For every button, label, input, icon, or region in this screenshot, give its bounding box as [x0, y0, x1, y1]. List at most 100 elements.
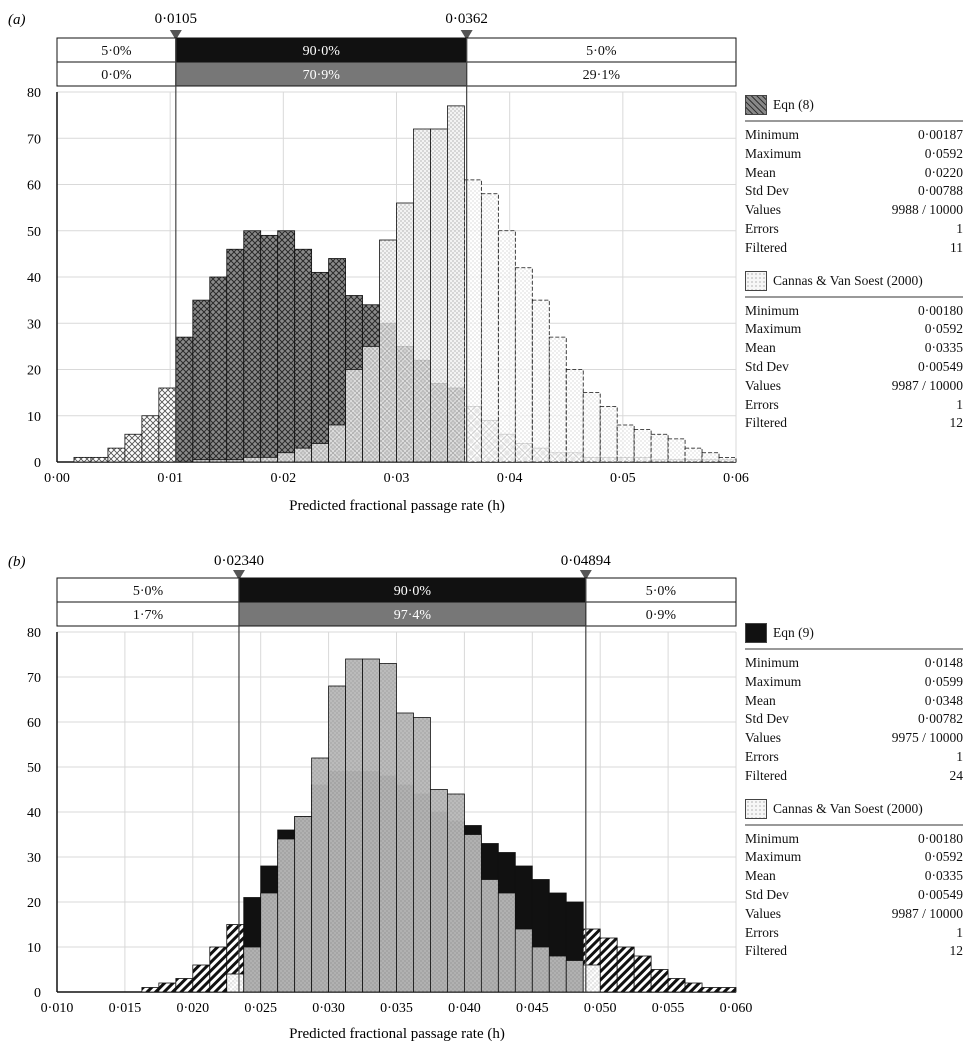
panel-a-stats-divider [745, 120, 963, 122]
panel-a-stat-value: 0·00180 [918, 302, 963, 318]
panel-b-legend-row: Eqn (9) [745, 620, 963, 646]
panel-a-stat-value: 9987 / 10000 [891, 377, 963, 393]
panel-a-stat-row: Values 9987 / 10000 [745, 377, 963, 396]
panel-b-y-tick-label: 40 [27, 806, 41, 821]
panel-b-stat-value: 0·00549 [918, 886, 963, 902]
panel-b-stat-row: Errors 1 [745, 748, 963, 767]
panel-a-x-tick-label: 0·00 [44, 471, 70, 486]
panel-a-bar-series2 [616, 424, 635, 463]
panel-b-bar-series2 [447, 793, 465, 993]
panel-a-marker-triangle [169, 30, 182, 40]
panel-a-y-tick-label: 80 [27, 86, 41, 101]
panel-a-legend-swatch [745, 95, 767, 115]
panel-a-stat-label: Errors [745, 220, 779, 236]
panel-b-stat-value: 9975 / 10000 [891, 730, 963, 746]
panel-b-bar-series1 [701, 987, 720, 993]
panel-a-stat-row: Errors 1 [745, 396, 963, 415]
panel-a-bar-series2 [311, 443, 330, 463]
panel-a-y-tick-label: 50 [27, 225, 41, 240]
panel-b-bar-series2 [582, 964, 601, 993]
panel-a-stat-value: 1 [956, 220, 963, 236]
panel-a-bar-series2 [650, 433, 669, 463]
panel-a-band-bottom-label: 29·1% [583, 68, 621, 83]
panel-a-bar-series1 [260, 234, 279, 463]
panel-a-stat-value: 1 [956, 396, 963, 412]
panel-b-stat-row: Mean 0·0348 [745, 692, 963, 711]
panel-b-bar-series2 [260, 892, 279, 993]
panel-b-stat-value: 1 [956, 924, 963, 940]
panel-a-stat-label: Minimum [745, 302, 800, 318]
panel-b-plot: 0·010 0·015 0·020 0·025 0·030 0·035 0·040 0·045… [27, 578, 752, 1016]
panel-a-bar-series1 [192, 299, 211, 463]
panel-a-y-tick-label: 30 [27, 317, 41, 332]
panel-a-stat-row: Maximum 0·0592 [745, 320, 963, 339]
panel-b-x-tick-label: 0·050 [584, 1001, 617, 1016]
panel-b-x-tick-label: 0·025 [244, 1001, 277, 1016]
panel-a-bar-series2 [277, 452, 296, 463]
panel-a: (a) 0·0105 0·0362 5·0% 0·0% 90·0% 70·9% 5·0% 29… [8, 11, 749, 514]
panel-b-legend-name: Cannas & Van Soest (2000) [773, 800, 923, 816]
panel-a-y-tick-label: 70 [27, 132, 41, 147]
panel-b-stat-label: Maximum [745, 849, 802, 865]
panel-b-y-tick-label: 20 [27, 896, 41, 911]
panel-b-bar-series2 [463, 834, 482, 993]
panel-a-stat-label: Mean [745, 340, 776, 356]
panel-a-bar-series2 [260, 456, 279, 463]
panel-a-band-top-label: 5·0% [586, 44, 617, 59]
panel-a-stat-row: Minimum 0·00180 [745, 302, 963, 321]
panel-a-band-top-label: 5·0% [101, 44, 132, 59]
panel-b-bar-series2 [345, 658, 363, 993]
panel-a-band-bottom-label: 70·9% [303, 68, 341, 83]
panel-b-band-top-label: 5·0% [133, 584, 164, 599]
panel-a-stat-value: 11 [950, 239, 963, 255]
panel-b-bar-series1 [718, 987, 737, 993]
panel-b-stat-row: Minimum 0·00180 [745, 830, 963, 849]
panel-a-bar-series2 [413, 128, 431, 463]
panel-a-bar-series2 [328, 424, 346, 463]
panel-a-bar-series2 [362, 345, 380, 463]
panel-b-x-tick-label: 0·030 [312, 1001, 345, 1016]
panel-b-band-bottom-cell [238, 601, 587, 627]
panel-b-x-tick-label: 0·045 [516, 1001, 549, 1016]
panel-a-stat-label: Mean [745, 164, 776, 180]
panel-a-x-tick-label: 0·05 [610, 471, 636, 486]
panel-a-bar-series1 [175, 336, 194, 463]
panel-a-y-tick-label: 60 [27, 179, 41, 194]
panel-b-stat-label: Mean [745, 692, 776, 708]
panel-b-bar-series2 [430, 789, 448, 993]
panel-b-stat-row: Filtered 24 [745, 767, 963, 786]
panel-b-band-top-label: 5·0% [646, 584, 677, 599]
panel-a-bar-series1 [124, 433, 143, 463]
panel-a-bar-series1 [226, 248, 245, 463]
panel-a-bar-series2 [565, 369, 584, 463]
panel-a-stat-label: Std Dev [745, 358, 789, 374]
panel-a-stat-value: 12 [949, 415, 964, 431]
panel-b-x-tick-label: 0·015 [109, 1001, 142, 1016]
panel-b-band-bottom-label: 1·7% [133, 608, 164, 623]
panel-a-bar-series2 [447, 105, 465, 463]
panel-a-bar-series1 [141, 415, 160, 463]
panel-b-bar-series1 [192, 964, 211, 993]
panel-b-bar-series2 [531, 946, 550, 993]
panel-a-y-tick-label: 20 [27, 364, 41, 379]
panel-b-stat-value: 0·0148 [924, 655, 963, 670]
panel-b: (b) 0·02340 0·04894 5·0% 1·7% 90·0% 97·4% 5·0%… [8, 553, 752, 1042]
panel-b-y-tick-label: 0 [34, 986, 41, 1001]
panel-b-stat-label: Std Dev [745, 886, 789, 902]
panel-b-band-bottom-cell [585, 601, 737, 627]
panel-b-y-tick-label: 70 [27, 671, 41, 686]
panel-b-stat-row: Std Dev 0·00782 [745, 710, 963, 729]
panel-a-stat-value: 0·0592 [924, 145, 963, 161]
panel-a-x-tick-label: 0·02 [270, 471, 296, 486]
panel-b-bar-series2 [548, 955, 567, 993]
panel-b-bar-series1 [175, 978, 194, 993]
panel-b-stat-label: Minimum [745, 655, 800, 670]
panel-b-bar-series2 [497, 892, 516, 993]
panel-b-bar-series2 [480, 879, 499, 993]
panel-b-stat-value: 24 [949, 767, 964, 783]
panel-a-legend-name: Cannas & Van Soest (2000) [773, 272, 923, 288]
panel-a-band-top-cell [175, 37, 468, 63]
panel-b-band-bottom-label: 97·4% [394, 608, 432, 623]
panel-a-x-tick-label: 0·01 [157, 471, 183, 486]
panel-a-stat-label: Filtered [745, 239, 787, 255]
